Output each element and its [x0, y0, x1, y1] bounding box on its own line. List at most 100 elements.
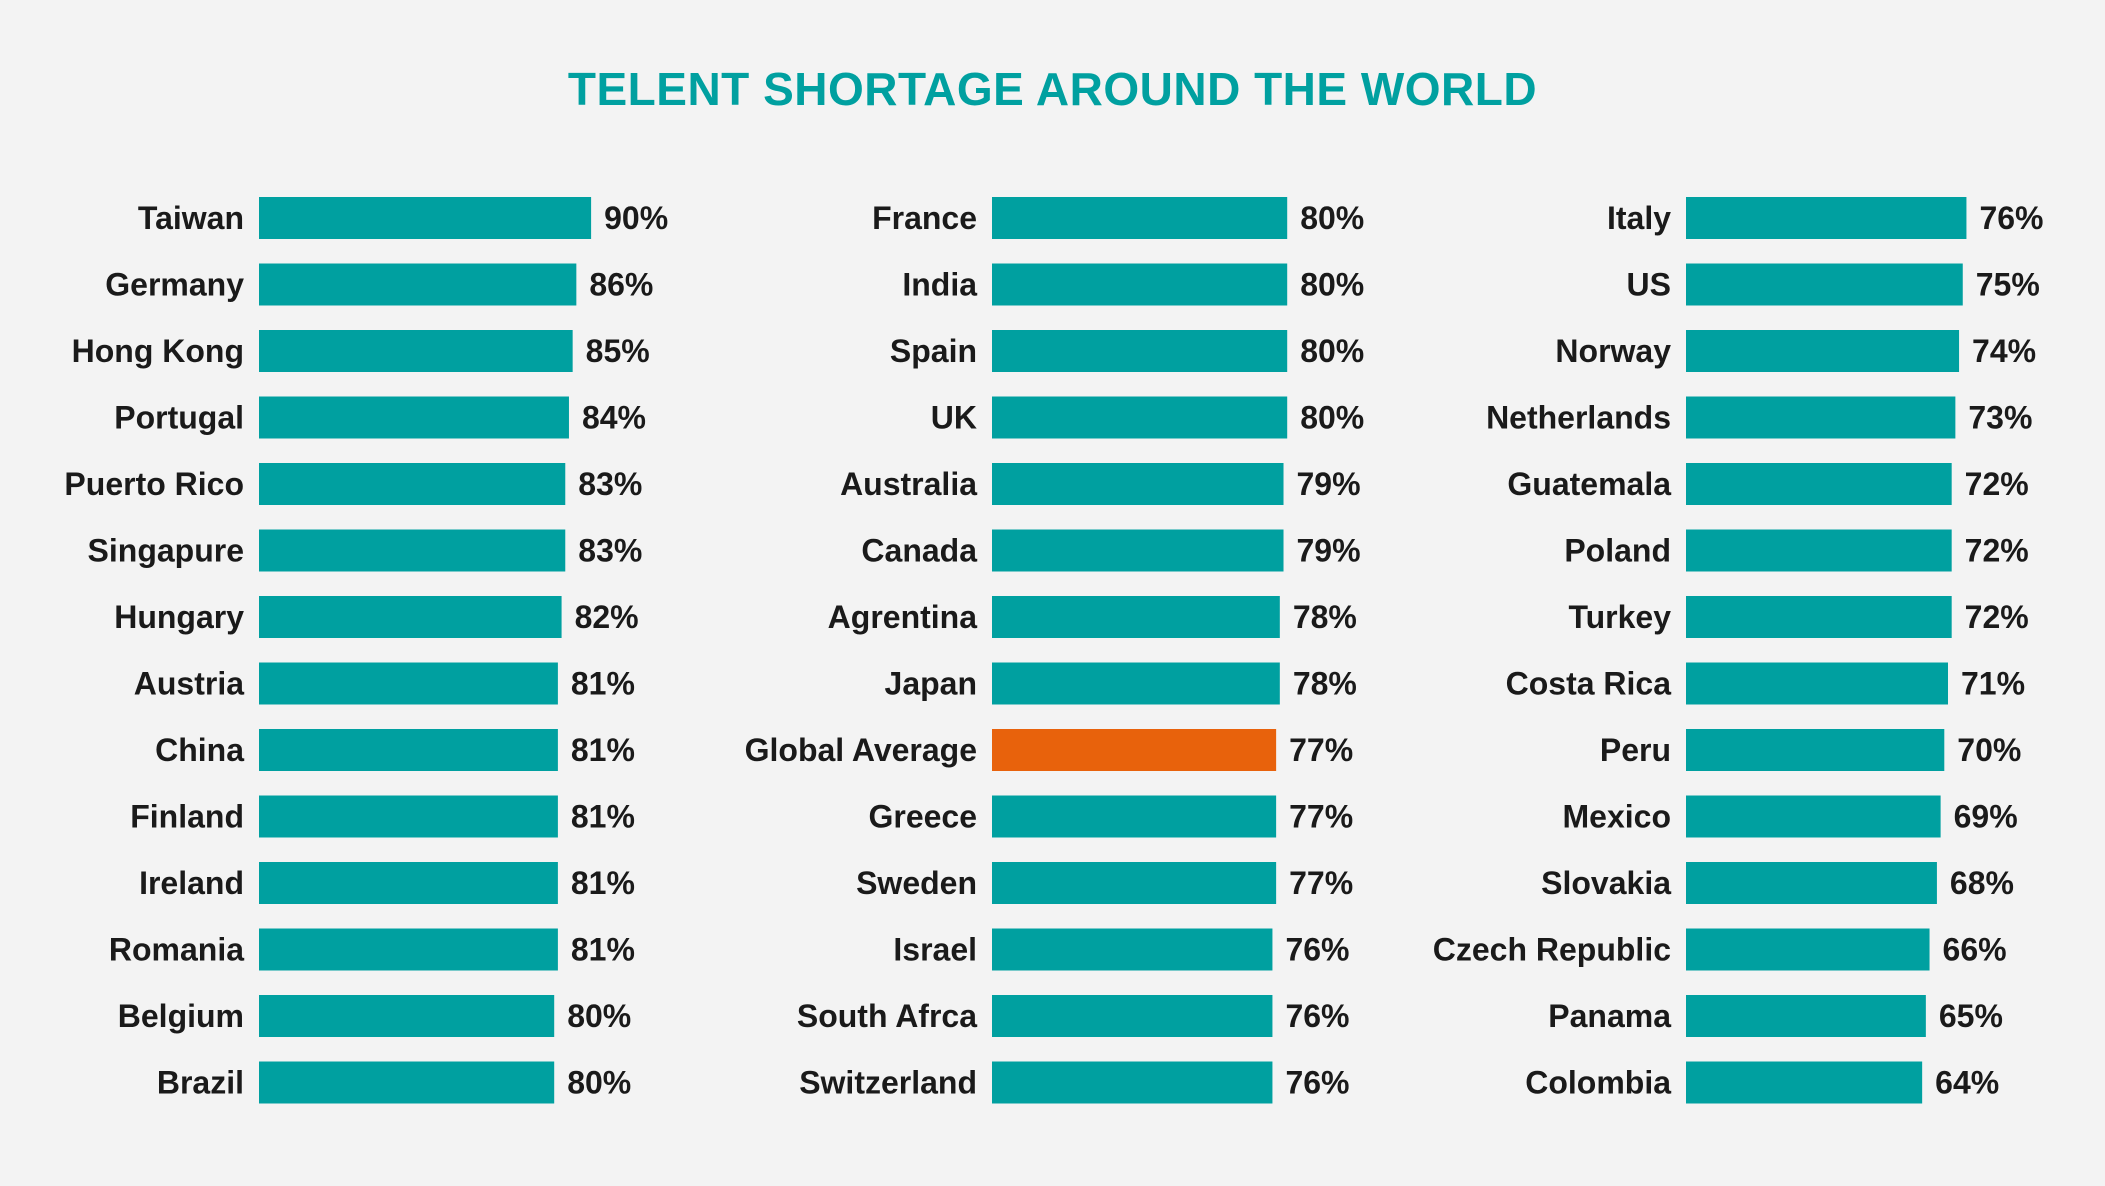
value-label-ireland: 81%: [571, 865, 635, 901]
value-label-belgium: 80%: [567, 998, 631, 1034]
category-label-israel: Israel: [893, 932, 977, 968]
bar-finland: [259, 795, 558, 838]
bar-puerto-rico: [259, 463, 566, 505]
value-label-uk: 80%: [1300, 400, 1364, 436]
value-label-australia: 79%: [1297, 466, 1361, 502]
value-label-agrentina: 78%: [1293, 599, 1357, 635]
bar-france: [992, 197, 1288, 239]
value-label-spain: 80%: [1300, 333, 1364, 369]
bar-taiwan: [259, 197, 592, 239]
category-label-czech-republic: Czech Republic: [1433, 932, 1671, 968]
bar-india: [992, 263, 1288, 306]
category-label-poland: Poland: [1564, 533, 1671, 569]
bar-spain: [992, 330, 1288, 372]
value-label-poland: 72%: [1965, 533, 2029, 569]
bar-turkey: [1686, 596, 1952, 638]
value-label-colombia: 64%: [1935, 1065, 1999, 1101]
category-label-ireland: Ireland: [139, 865, 244, 901]
value-label-france: 80%: [1300, 200, 1364, 236]
bar-brazil: [259, 1061, 555, 1104]
value-label-slovakia: 68%: [1950, 865, 2014, 901]
category-label-hong-kong: Hong Kong: [72, 333, 244, 369]
category-label-india: India: [902, 267, 977, 303]
value-label-romania: 81%: [571, 932, 635, 968]
bar-hong-kong: [259, 330, 573, 372]
value-label-canada: 79%: [1297, 533, 1361, 569]
bar-mexico: [1686, 795, 1941, 838]
value-label-norway: 74%: [1972, 333, 2036, 369]
category-label-switzerland: Switzerland: [799, 1065, 977, 1101]
bar-sweden: [992, 862, 1277, 904]
bar-peru: [1686, 729, 1945, 771]
value-label-peru: 70%: [1957, 732, 2021, 768]
value-label-panama: 65%: [1939, 998, 2003, 1034]
category-label-panama: Panama: [1548, 998, 1671, 1034]
value-label-italy: 76%: [1979, 200, 2043, 236]
value-label-portugal: 84%: [582, 400, 646, 436]
value-label-us: 75%: [1976, 267, 2040, 303]
bar-us: [1686, 263, 1963, 306]
bar-global-average: [992, 729, 1277, 771]
value-label-austria: 81%: [571, 666, 635, 702]
category-label-australia: Australia: [840, 466, 977, 502]
category-label-netherlands: Netherlands: [1486, 400, 1671, 436]
bar-portugal: [259, 396, 569, 439]
category-label-spain: Spain: [890, 333, 977, 369]
bar-australia: [992, 463, 1284, 505]
value-label-taiwan: 90%: [604, 200, 668, 236]
category-label-italy: Italy: [1607, 200, 1671, 236]
category-label-mexico: Mexico: [1563, 799, 1671, 835]
category-label-sweden: Sweden: [856, 865, 977, 901]
bar-costa-rica: [1686, 662, 1948, 705]
bar-hungary: [259, 596, 562, 638]
category-label-us: US: [1627, 267, 1671, 303]
bar-guatemala: [1686, 463, 1952, 505]
bar-japan: [992, 662, 1280, 705]
category-label-agrentina: Agrentina: [828, 599, 978, 635]
value-label-china: 81%: [571, 732, 635, 768]
bar-china: [259, 729, 558, 771]
category-label-uk: UK: [931, 400, 977, 436]
category-label-france: France: [872, 200, 977, 236]
category-label-peru: Peru: [1600, 732, 1671, 768]
bar-singapure: [259, 529, 566, 572]
category-label-singapure: Singapure: [88, 533, 244, 569]
category-label-guatemala: Guatemala: [1507, 466, 1671, 502]
value-label-netherlands: 73%: [1968, 400, 2032, 436]
category-label-romania: Romania: [109, 932, 244, 968]
value-label-costa-rica: 71%: [1961, 666, 2025, 702]
category-label-austria: Austria: [134, 666, 244, 702]
value-label-south-afrca: 76%: [1285, 998, 1349, 1034]
category-label-germany: Germany: [105, 267, 244, 303]
value-label-sweden: 77%: [1289, 865, 1353, 901]
category-label-brazil: Brazil: [157, 1065, 244, 1101]
category-label-south-afrca: South Afrca: [797, 998, 977, 1034]
value-label-puerto-rico: 83%: [578, 466, 642, 502]
category-label-puerto-rico: Puerto Rico: [64, 466, 244, 502]
value-label-greece: 77%: [1289, 799, 1353, 835]
category-label-hungary: Hungary: [114, 599, 244, 635]
bar-uk: [992, 396, 1288, 439]
category-label-norway: Norway: [1555, 333, 1671, 369]
bar-israel: [992, 928, 1273, 971]
bar-slovakia: [1686, 862, 1937, 904]
category-label-global-average: Global Average: [745, 732, 977, 768]
value-label-switzerland: 76%: [1285, 1065, 1349, 1101]
category-label-finland: Finland: [130, 799, 244, 835]
bar-south-afrca: [992, 995, 1273, 1037]
category-label-slovakia: Slovakia: [1541, 865, 1671, 901]
value-label-czech-republic: 66%: [1943, 932, 2007, 968]
bar-austria: [259, 662, 558, 705]
category-label-belgium: Belgium: [118, 998, 244, 1034]
category-label-turkey: Turkey: [1568, 599, 1671, 635]
category-label-taiwan: Taiwan: [138, 200, 244, 236]
bar-ireland: [259, 862, 558, 904]
value-label-israel: 76%: [1285, 932, 1349, 968]
value-label-hungary: 82%: [575, 599, 639, 635]
value-label-japan: 78%: [1293, 666, 1357, 702]
chart-title: TELENT SHORTAGE AROUND THE WORLD: [567, 63, 1538, 115]
bar-italy: [1686, 197, 1967, 239]
bar-germany: [259, 263, 577, 306]
